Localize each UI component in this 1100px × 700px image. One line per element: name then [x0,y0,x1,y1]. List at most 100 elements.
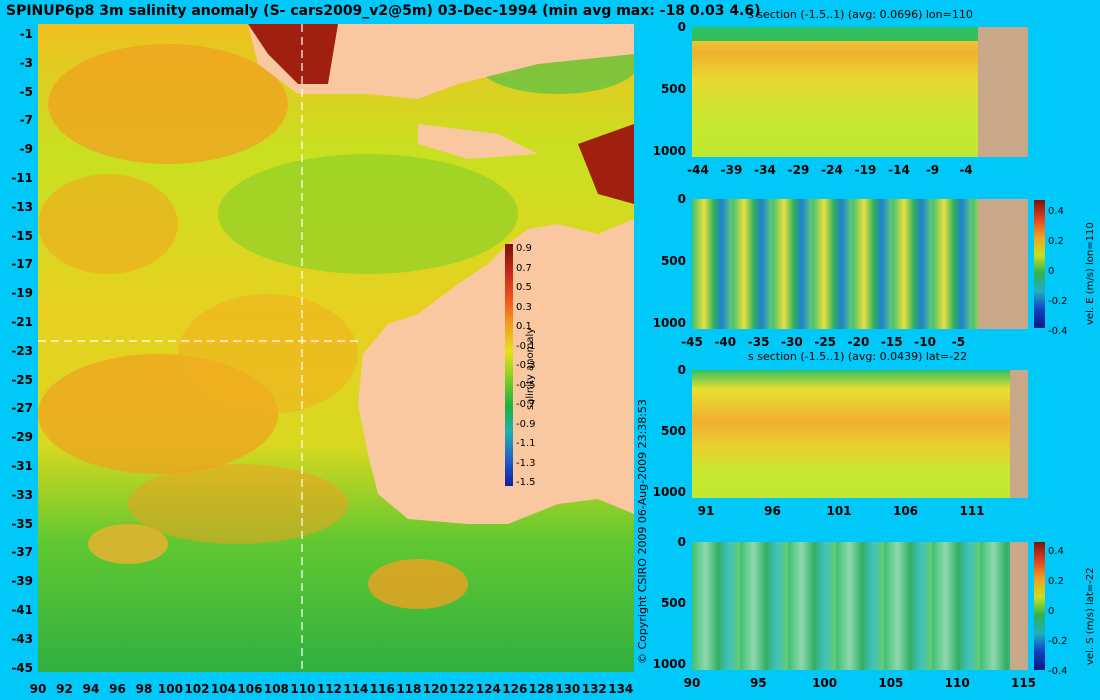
panel4-plot [692,542,1028,670]
y-tick-label: -23 [11,343,33,358]
y-tick-label: -31 [11,459,33,473]
x-tick-label: 130 [555,682,581,696]
anomaly-patch [88,524,168,564]
x-tick-label: -39 [720,163,743,177]
x-tick-label: 100 [157,682,183,696]
colorbar-tick-label: -1.1 [516,438,536,449]
y-tick-label: -35 [11,516,33,531]
x-tick-label: -29 [787,163,810,177]
colorbar-tick-label: 0.1 [516,321,532,332]
y-tick-label: 0 [677,535,686,549]
x-tick-label: -45 [681,335,703,349]
y-tick-label: -7 [19,113,33,128]
x-tick-label: 102 [184,682,210,696]
x-tick-label: -5 [951,335,966,349]
x-tick-label: 91 [697,504,715,518]
anomaly-patch [178,294,358,414]
y-tick-label: 1000 [652,656,686,671]
y-tick-label: 0 [677,192,686,206]
panel3-land [1010,370,1028,498]
y-tick-label: -41 [11,603,33,617]
colorbar-tick-label: -0.1 [516,340,536,352]
y-tick-label: 500 [660,81,686,96]
colorbar-tick-label: -1.5 [516,477,536,488]
y-tick-label: 500 [660,595,686,610]
colorbar-tick-label: -0.4 [1048,666,1068,677]
y-tick-label: -17 [11,257,33,272]
colorbar-tick-label: -1.3 [516,457,536,469]
anomaly-patch [218,154,518,274]
y-tick-label: 1000 [652,484,686,499]
panel4-colorbar [1034,542,1045,670]
y-tick-label: -37 [11,545,33,560]
y-tick-label: 1000 [652,315,686,330]
y-tick-label: -15 [11,228,33,243]
panel1-plot [692,27,1028,157]
y-tick-label: 500 [660,423,686,438]
colorbar-tick-label: -0.5 [516,379,536,391]
colorbar-tick-label: 0.2 [1048,236,1064,247]
x-tick-label: 114 [343,682,369,696]
x-tick-label: -30 [781,335,803,349]
y-tick-label: -21 [11,315,33,329]
x-tick-label: 105 [878,676,904,690]
land-island [418,124,538,159]
y-tick-label: -5 [19,84,33,99]
x-tick-label: 111 [959,504,985,518]
x-tick-label: -4 [959,163,973,177]
x-tick-label: 95 [749,676,767,690]
x-tick-label: 90 [29,682,47,696]
panel2-colorbar [1034,200,1045,328]
x-tick-label: 106 [237,682,263,696]
x-tick-label: -10 [914,335,936,349]
colorbar-tick-label: 0 [1048,266,1055,277]
panel3-plot [692,370,1028,498]
anomaly-patch [48,44,288,164]
x-tick-label: -15 [880,335,903,349]
x-tick-label: 122 [449,682,475,696]
high-anomaly-coast [578,124,634,204]
main-map [38,24,638,672]
panel1-land [978,27,1028,157]
colorbar-tick-label: 0.4 [1048,546,1064,557]
x-tick-label: 90 [683,676,701,690]
land-australia [358,219,634,524]
x-tick-label: 112 [316,682,342,696]
x-tick-label: 108 [263,682,289,696]
x-tick-label: -9 [925,163,940,177]
x-tick-label: -20 [847,335,870,349]
x-tick-label: 96 [109,682,126,696]
y-tick-label: 0 [677,363,686,377]
y-tick-label: -45 [11,660,33,675]
y-tick-label: -3 [19,55,33,70]
panel3-title: s section (-1.5..1) (avg: 0.0439) lat=-2… [748,350,968,363]
x-tick-label: 104 [210,682,236,696]
x-tick-label: 92 [56,682,73,696]
y-tick-label: -19 [11,286,33,301]
y-tick-label: -39 [11,574,33,589]
copyright-text: © Copyright CSIRO 2009 06-Aug-2009 23:38… [636,398,649,664]
x-tick-label: 118 [396,682,422,696]
colorbar-tick-label: -0.2 [1048,296,1068,307]
x-tick-label: 116 [369,682,395,696]
x-tick-label: -40 [714,335,737,349]
x-tick-label: -35 [747,335,770,349]
y-tick-label: -29 [11,430,33,445]
main-title: SPINUP6p8 3m salinity anomaly (S- cars20… [6,3,761,19]
anomaly-patch [128,464,348,544]
x-tick-label: -14 [888,163,910,177]
panel2-plot [692,199,1028,329]
colorbar-tick-label: -0.2 [1048,636,1068,647]
main-map-svg [38,24,638,672]
colorbar-tick-label: 0.4 [1048,206,1064,217]
x-tick-label: 115 [1010,676,1037,690]
x-tick-label: 132 [581,682,607,696]
x-tick-label: 110 [944,676,970,690]
x-tick-label: 110 [290,682,316,696]
y-tick-label: -43 [11,631,33,646]
land-sumatra-java [248,24,634,99]
x-tick-label: -44 [687,163,709,177]
x-tick-label: 101 [826,504,852,518]
colorbar-tick-label: 0.7 [516,262,532,274]
colorbar-tick-label: -0.3 [516,360,536,371]
